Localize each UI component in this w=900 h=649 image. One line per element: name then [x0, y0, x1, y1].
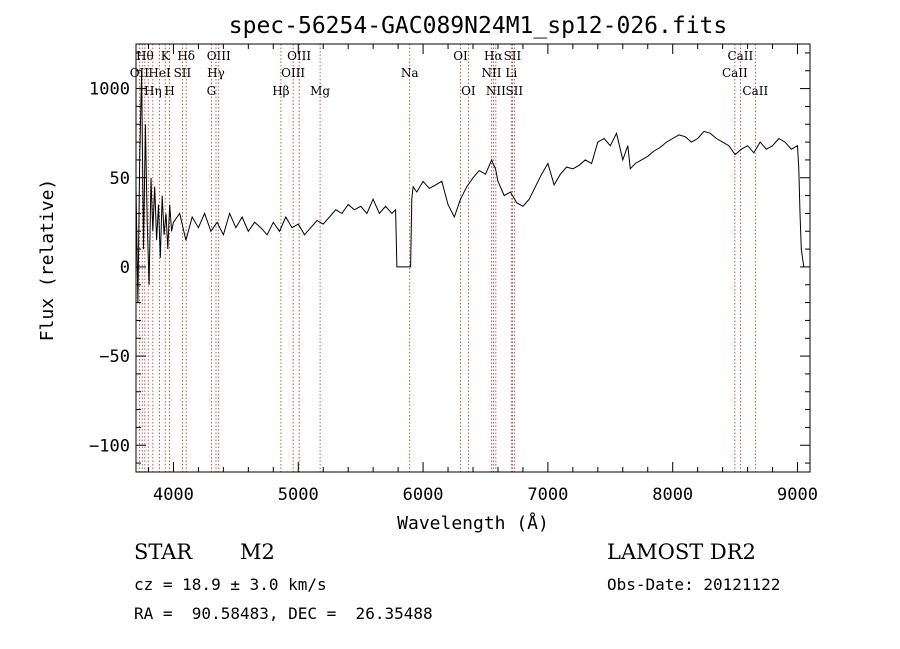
line-label: SII	[505, 84, 523, 98]
line-label: Hη	[144, 84, 162, 98]
line-label: OII	[130, 66, 150, 80]
line-label: Hδ	[177, 49, 195, 63]
obs-date-text: Obs-Date: 20121122	[607, 575, 781, 594]
x-axis: 4000 5000 6000 7000 8000 9000	[147, 44, 818, 505]
x-axis-label: Wavelength (Å)	[397, 512, 549, 534]
spectrum-line	[135, 70, 805, 303]
x-tick-label: 5000	[278, 485, 319, 505]
line-label: OIII	[281, 66, 305, 80]
line-label: Hγ	[207, 66, 225, 80]
line-label: Mg	[310, 84, 330, 98]
line-label: HeI	[148, 66, 171, 80]
line-label: NII	[486, 84, 506, 98]
line-label: Hα	[484, 49, 503, 63]
x-tick-label: 6000	[403, 485, 444, 505]
y-axis-label: Flux (relative)	[37, 179, 58, 342]
line-label: Hθ	[136, 49, 154, 63]
spectral-line-labels: OIIHθHηHeIKHSIIHδGHγOIIIHβOIIIOIIIMgNaOI…	[130, 49, 769, 98]
y-tick-label: 0	[120, 258, 130, 278]
coordinates-text: RA = 90.58483, DEC = 26.35488	[134, 604, 433, 623]
line-label: OIII	[207, 49, 231, 63]
line-label: Hβ	[272, 84, 289, 98]
line-label: Na	[401, 66, 419, 80]
line-label: CaII	[727, 49, 753, 63]
line-label: H	[164, 84, 174, 98]
y-tick-label: 50	[110, 169, 130, 189]
spectral-line-markers	[138, 44, 756, 472]
object-subclass: M2	[240, 540, 275, 564]
line-label: OI	[453, 49, 468, 63]
y-axis: −100 −50 0 50 1000	[89, 52, 810, 464]
chart-title: spec-56254-GAC089N24M1_sp12-026.fits	[229, 13, 728, 39]
line-label: G	[207, 84, 217, 98]
line-label: OI	[461, 84, 476, 98]
x-tick-label: 7000	[527, 485, 568, 505]
y-tick-label: −50	[99, 347, 130, 367]
plot-frame	[135, 43, 811, 473]
line-label: Li	[505, 66, 517, 80]
line-label: CaII	[742, 84, 768, 98]
line-label: SII	[504, 49, 522, 63]
y-tick-label: −100	[89, 436, 130, 456]
object-class: STAR	[134, 540, 193, 564]
y-tick-label: 1000	[89, 80, 130, 100]
line-label: SII	[174, 66, 192, 80]
line-label: OIII	[287, 49, 311, 63]
x-tick-label: 9000	[777, 485, 818, 505]
line-label: K	[161, 49, 171, 63]
line-label: CaII	[722, 66, 748, 80]
redshift-text: cz = 18.9 ± 3.0 km/s	[134, 575, 327, 594]
survey-name: LAMOST DR2	[607, 540, 756, 564]
line-label: NII	[481, 66, 501, 80]
x-tick-label: 8000	[652, 485, 693, 505]
x-tick-label: 4000	[153, 485, 194, 505]
